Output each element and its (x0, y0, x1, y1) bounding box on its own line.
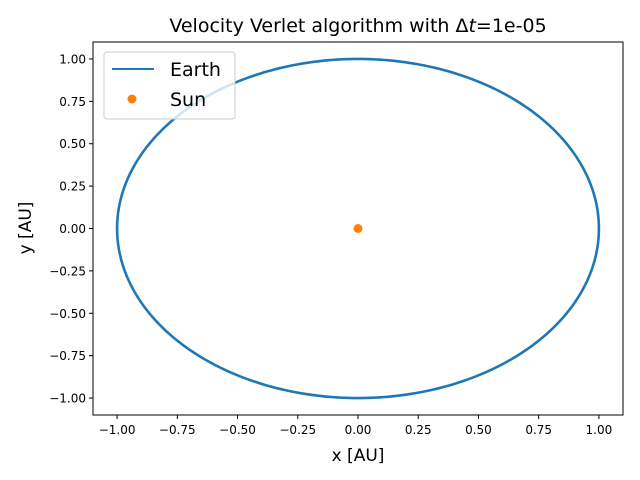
x-tick-label: 1.00 (586, 423, 613, 437)
x-tick-label: −1.00 (99, 423, 136, 437)
x-tick-label: −0.50 (219, 423, 256, 437)
x-tick-label: 0.25 (405, 423, 432, 437)
title-suffix: =1e-05 (476, 15, 547, 37)
x-tick-label: 0.50 (465, 423, 492, 437)
legend-sun-marker (127, 94, 137, 104)
y-tick-label: −0.75 (49, 349, 86, 363)
x-axis-label: x [AU] (332, 446, 385, 466)
y-tick-label: 1.00 (59, 52, 86, 66)
y-axis-label: y [AU] (16, 202, 36, 255)
y-tick-label: −1.00 (49, 392, 86, 406)
series-line-earth (115, 57, 601, 400)
legend: Earth Sun (103, 51, 236, 120)
y-tick-label: 0.50 (59, 137, 86, 151)
legend-earth-label: Earth (170, 59, 221, 81)
y-tick-label: −0.25 (49, 264, 86, 278)
y-tick-label: 0.25 (59, 180, 86, 194)
y-tick-label: −0.50 (49, 307, 86, 321)
chart-title: Velocity Verlet algorithm with Δt=1e-05 (169, 15, 546, 37)
title-variable: t (468, 15, 477, 37)
title-prefix: Velocity Verlet algorithm with Δ (169, 15, 468, 37)
x-tick-label: −0.25 (279, 423, 316, 437)
x-tick-label: 0.00 (345, 423, 372, 437)
y-tick-label: 0.00 (59, 222, 86, 236)
series-point-sun (353, 224, 363, 233)
y-tick-label: 0.75 (59, 95, 86, 109)
x-tick-label: 0.75 (525, 423, 552, 437)
legend-sun-label: Sun (170, 89, 206, 111)
x-tick-label: −0.75 (159, 423, 196, 437)
plot-area: −1.00 −0.75 −0.50 −0.25 0.00 0.25 0.50 0.75 1.00… (49, 41, 624, 437)
